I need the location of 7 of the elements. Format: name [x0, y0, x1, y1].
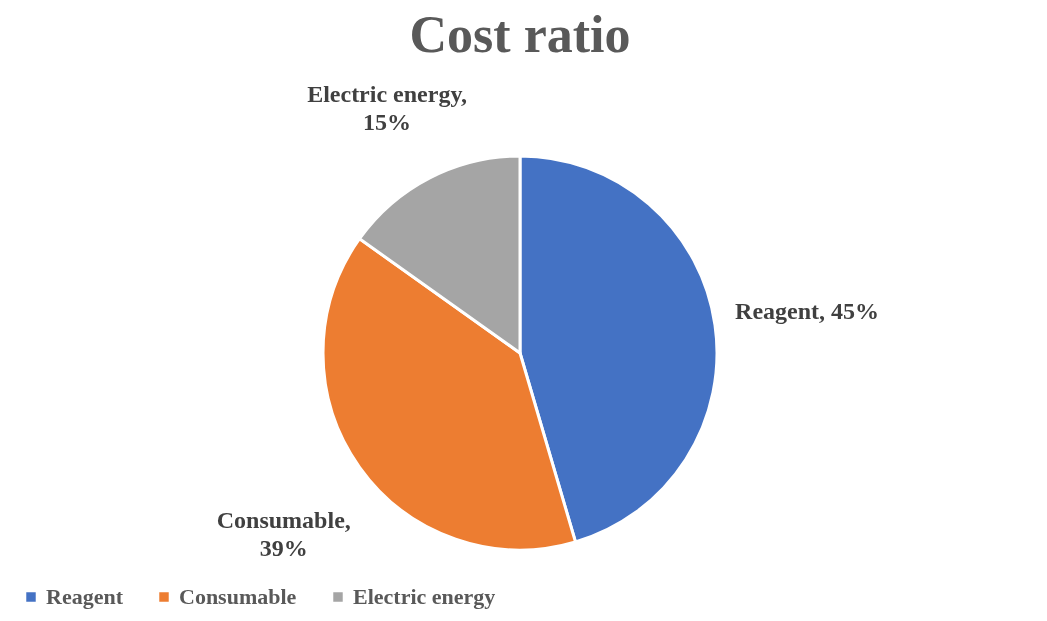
legend-label: Consumable [179, 584, 297, 609]
legend-label: Electric energy [353, 584, 496, 609]
data-label: Electric energy, 15% [307, 81, 468, 136]
chart-title: Cost ratio [409, 6, 631, 64]
data-label: Consumable, 39% [216, 507, 351, 562]
data-label: Reagent, 45% [735, 297, 880, 324]
legend-label: Reagent [46, 584, 124, 609]
